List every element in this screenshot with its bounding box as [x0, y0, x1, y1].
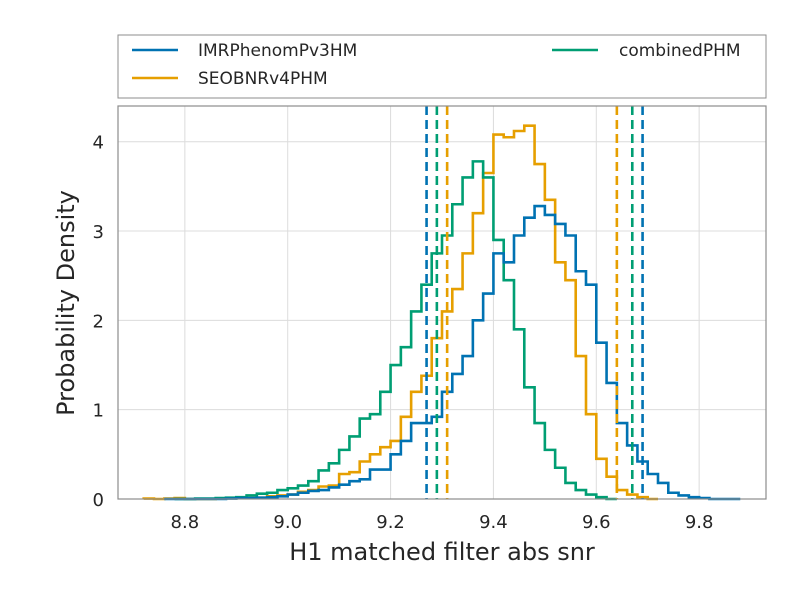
- credible-interval-lines: [425, 106, 644, 499]
- y-tick-label: 1: [93, 401, 104, 422]
- x-tick-label: 9.0: [273, 512, 302, 533]
- y-tick-label: 3: [93, 222, 104, 243]
- x-axis-label: H1 matched filter abs snr: [289, 538, 595, 566]
- legend: IMRPhenomPv3HM SEOBNRv4PHM combinedPHM: [117, 34, 767, 99]
- legend-label-seobnrv4phm: SEOBNRv4PHM: [198, 69, 328, 89]
- y-tick-label: 2: [93, 311, 104, 332]
- x-tick-label: 9.6: [582, 512, 611, 533]
- plot-area: [117, 105, 767, 501]
- plot-frame: [117, 105, 767, 500]
- y-tick-labels: 0 1 2 3 4: [93, 133, 104, 511]
- histogram-series: [142, 124, 741, 501]
- x-tick-labels: 8.8 9.0 9.2 9.4 9.6 9.8: [171, 512, 714, 533]
- histogram-imrphenompv3hm: [164, 204, 741, 501]
- plot-background: [118, 106, 766, 499]
- histogram-combinedphm: [174, 160, 617, 501]
- legend-label-imrphenompv3hm: IMRPhenomPv3HM: [198, 41, 357, 61]
- legend-frame: [117, 34, 767, 99]
- legend-label-combinedphm: combinedPHM: [619, 41, 741, 61]
- x-tick-label: 9.8: [685, 512, 714, 533]
- x-tick-label: 9.2: [376, 512, 405, 533]
- x-tick-label: 9.4: [479, 512, 508, 533]
- y-tick-label: 0: [93, 490, 104, 511]
- y-tick-label: 4: [93, 133, 104, 154]
- x-tick-label: 8.8: [171, 512, 200, 533]
- y-axis-label: Probability Density: [52, 190, 80, 416]
